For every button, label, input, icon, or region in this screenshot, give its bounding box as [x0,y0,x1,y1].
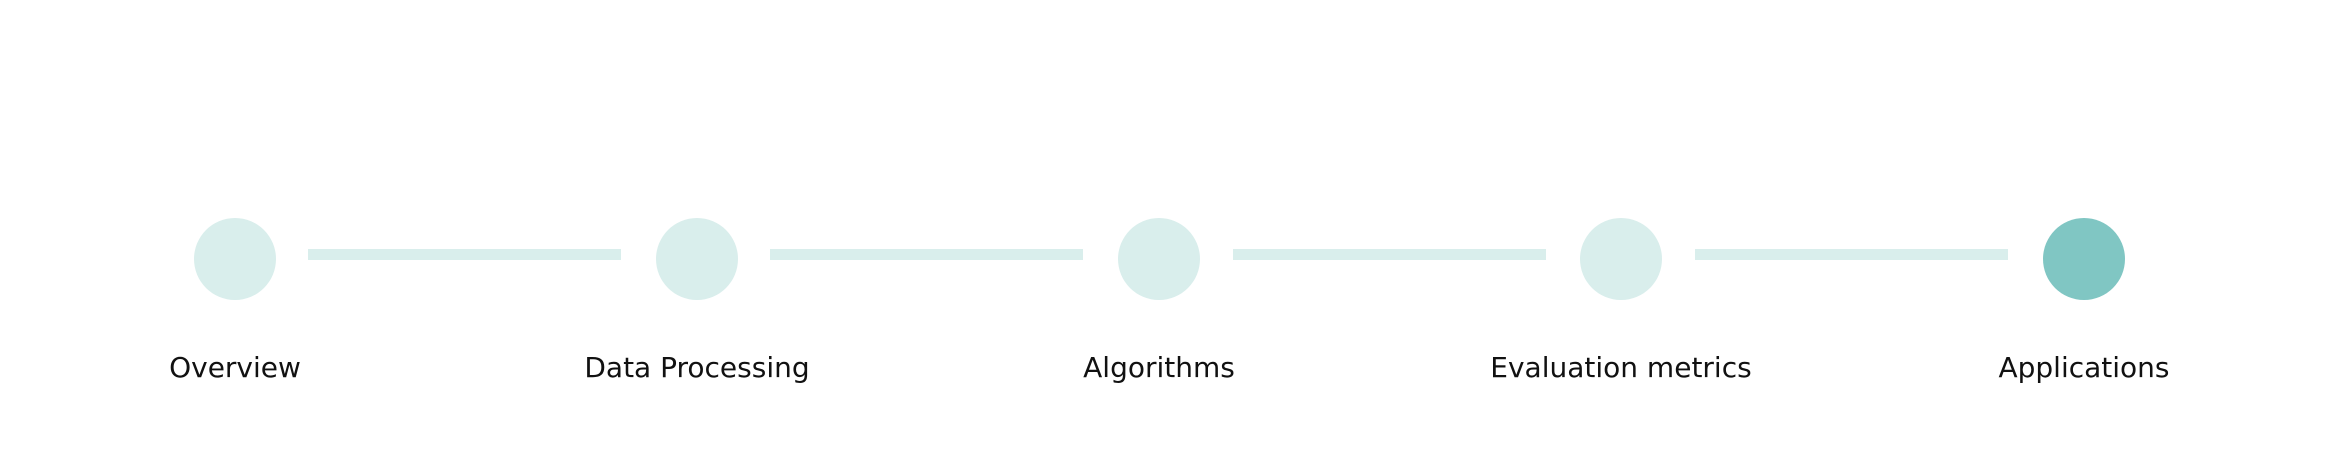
step-circle-evaluation-metrics[interactable] [1580,218,1662,300]
connector-1-2 [308,249,621,260]
connector-3-4 [1233,249,1546,260]
step-circle-applications[interactable] [2043,218,2125,300]
step-circle-data-processing[interactable] [656,218,738,300]
step-label-data-processing: Data Processing [497,350,897,386]
step-circle-overview[interactable] [194,218,276,300]
step-label-applications: Applications [1884,350,2284,386]
connector-4-5 [1695,249,2008,260]
step-circle-algorithms[interactable] [1118,218,1200,300]
step-label-overview: Overview [35,350,435,386]
step-label-algorithms: Algorithms [959,350,1359,386]
step-label-evaluation-metrics: Evaluation metrics [1421,350,1821,386]
connector-2-3 [770,249,1083,260]
